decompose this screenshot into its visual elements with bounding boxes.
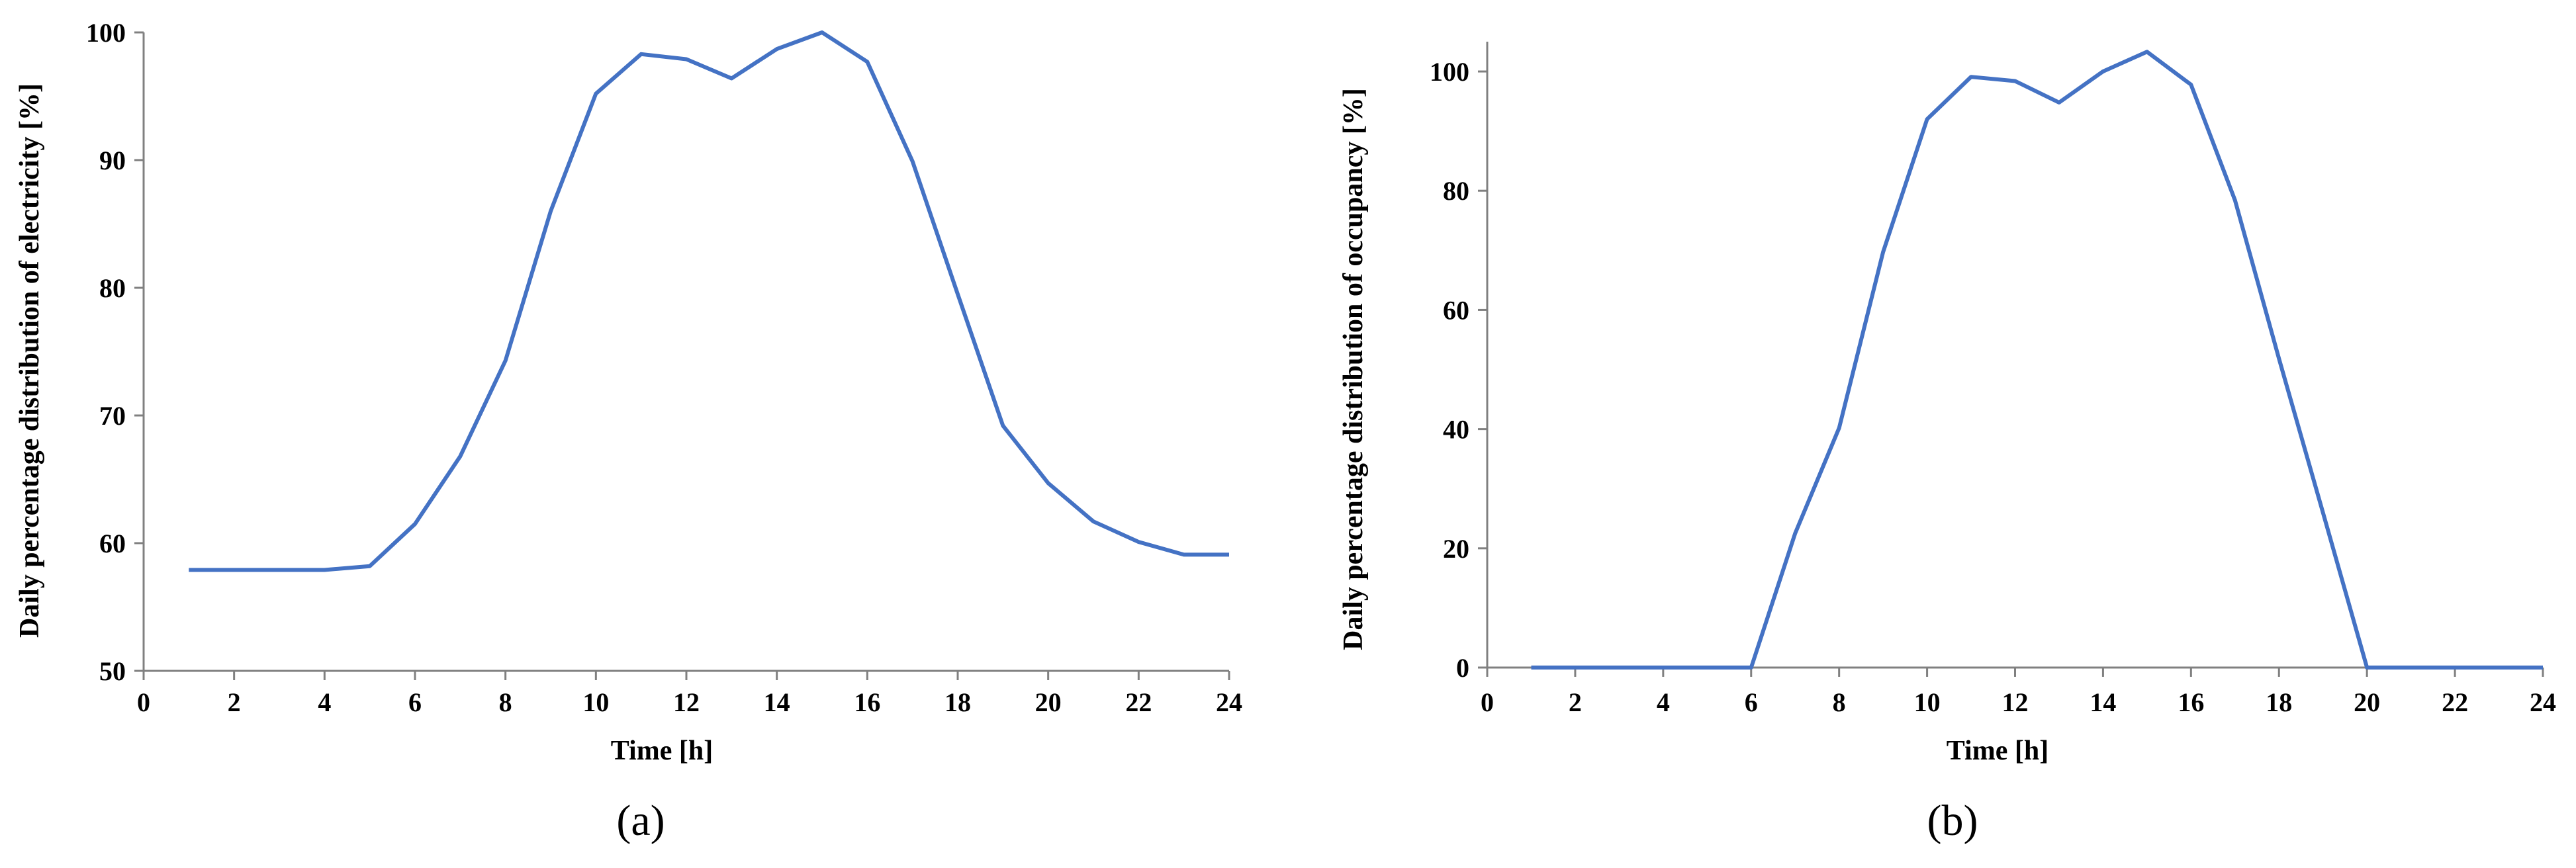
panel-a-x-tick-label: 24	[1216, 687, 1242, 717]
panel-b-x-tick-label: 10	[1914, 687, 1941, 717]
panel-b-x-tick-label: 12	[2002, 687, 2029, 717]
panel-b-y-tick-label: 0	[1456, 653, 1469, 683]
panel-a-y-axis-label: Daily percentage distribution of electri…	[15, 83, 45, 638]
panel-a-x-ticks: 0 2 4 6 8 10 12 14 16 18 20 22 24	[137, 671, 1242, 717]
panel-b-x-tick-label: 20	[2354, 687, 2380, 717]
panel-a-x-tick-label: 20	[1035, 687, 1062, 717]
panel-a-label: (a)	[616, 797, 665, 845]
panel-a-x-tick-label: 2	[228, 687, 241, 717]
panel-b-x-tick-label: 4	[1657, 687, 1670, 717]
panel-b-x-tick-label: 24	[2530, 687, 2556, 717]
panel-a-x-tick-label: 10	[582, 687, 609, 717]
panel-b-x-ticks: 0 2 4 6 8 10 12 14 16 18 20 22 24	[1481, 668, 2556, 717]
panel-b-x-tick-label: 22	[2442, 687, 2468, 717]
panel-b-y-tick-label: 20	[1443, 534, 1469, 564]
panel-a-x-tick-label: 18	[944, 687, 971, 717]
panel-a-x-tick-label: 8	[499, 687, 512, 717]
panel-a-x-tick-label: 6	[408, 687, 422, 717]
panel-a-electricity-line	[189, 30, 1229, 572]
panel-b-x-tick-label: 16	[2178, 687, 2204, 717]
panel-b-label: (b)	[1927, 797, 1978, 845]
panel-a-x-tick-label: 22	[1125, 687, 1152, 717]
panel-b-x-axis-label: Time [h]	[1947, 736, 2048, 766]
panel-a-y-tick-label: 90	[99, 146, 126, 175]
panel-a-x-tick-label: 0	[137, 687, 150, 717]
panel-a-x-axis-label: Time [h]	[611, 736, 713, 766]
panel-b-x-tick-label: 2	[1569, 687, 1582, 717]
panel-a-x-tick-label: 12	[673, 687, 700, 717]
panel-a-y-tick-label: 100	[86, 18, 126, 48]
panel-b-y-tick-label: 80	[1443, 176, 1469, 206]
panel-b-x-tick-label: 14	[2090, 687, 2116, 717]
panel-a-points	[189, 32, 1230, 570]
panel-a-y-tick-label: 80	[99, 273, 126, 303]
panel-b-x-tick-label: 8	[1833, 687, 1846, 717]
panel-b-x-tick-label: 0	[1481, 687, 1494, 717]
panel-b-y-axis-label: Daily percentage distribution of occupan…	[1338, 88, 1369, 650]
panel-a-y-tick-label: 60	[99, 529, 126, 558]
panel-b-x-tick-label: 6	[1745, 687, 1758, 717]
panel-a-y-tick-label: 70	[99, 401, 126, 431]
panel-b-y-ticks: 0 20 40 60 80 100	[1430, 57, 1487, 683]
panel-a-x-tick-label: 16	[854, 687, 880, 717]
panel-b-y-tick-label: 60	[1443, 295, 1469, 325]
panel-b-points	[1531, 52, 2544, 668]
panel-a-y-tick-label: 50	[99, 656, 126, 686]
panel-a-x-tick-label: 14	[764, 687, 790, 717]
panel-b-occupancy-line	[1531, 50, 2543, 670]
panel-b-y-tick-label: 100	[1430, 57, 1469, 87]
panel-a-x-tick-label: 4	[318, 687, 331, 717]
panel-b-y-tick-label: 40	[1443, 415, 1469, 445]
panel-b-x-tick-label: 18	[2266, 687, 2292, 717]
panel-a-y-ticks: 50 60 70 80 90 100	[86, 18, 144, 686]
